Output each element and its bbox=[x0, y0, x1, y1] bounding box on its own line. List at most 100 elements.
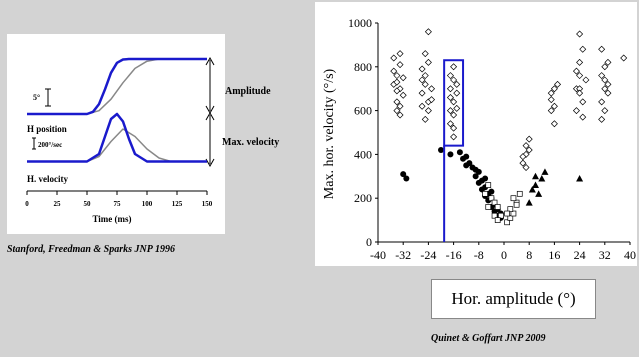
x-tick-label: 8 bbox=[526, 248, 532, 262]
point-filled-triangle bbox=[528, 185, 536, 193]
point-open-square bbox=[485, 182, 492, 188]
left-chart-panel: 5° H position 200°/sec H. velocity 0 25 50… bbox=[7, 34, 225, 234]
point-open-diamond bbox=[421, 80, 429, 88]
point-open-square bbox=[507, 206, 514, 212]
point-open-diamond bbox=[446, 85, 454, 93]
amplitude-label: Amplitude bbox=[225, 86, 271, 97]
velocity-trace-blue bbox=[27, 112, 207, 163]
trace-layer bbox=[27, 57, 207, 163]
y-tick-label: 1000 bbox=[348, 16, 372, 30]
degree-scale-bar bbox=[45, 88, 51, 107]
time-tick-label: 25 bbox=[54, 200, 62, 208]
position-velocity-chart: 5° H position 200°/sec H. velocity 0 25 50… bbox=[25, 56, 215, 224]
point-open-diamond bbox=[519, 153, 527, 161]
point-open-diamond bbox=[601, 85, 609, 93]
point-filled-circle bbox=[488, 188, 495, 195]
point-open-square bbox=[491, 199, 498, 206]
point-open-diamond bbox=[450, 111, 458, 119]
point-open-square bbox=[504, 219, 510, 226]
point-open-diamond bbox=[453, 89, 461, 97]
point-open-diamond bbox=[421, 115, 429, 123]
point-open-diamond bbox=[393, 72, 401, 80]
point-open-diamond bbox=[393, 87, 401, 95]
point-open-diamond bbox=[396, 50, 404, 58]
point-filled-triangle bbox=[532, 181, 539, 189]
point-open-square bbox=[491, 212, 498, 219]
point-filled-triangle bbox=[532, 172, 539, 180]
point-open-diamond bbox=[522, 142, 530, 150]
point-open-diamond bbox=[598, 45, 606, 53]
point-open-diamond bbox=[601, 63, 609, 71]
point-filled-circle bbox=[463, 153, 470, 160]
point-filled-circle bbox=[447, 151, 454, 158]
point-open-diamond bbox=[421, 50, 429, 58]
point-open-square bbox=[516, 190, 523, 197]
point-open-diamond bbox=[453, 104, 461, 112]
point-filled-circle bbox=[472, 173, 479, 180]
point-open-diamond bbox=[620, 54, 628, 62]
y-tick-label: 0 bbox=[366, 235, 372, 249]
point-open-square bbox=[504, 210, 510, 217]
max-velocity-label: Max. velocity bbox=[222, 137, 279, 148]
point-filled-triangle bbox=[535, 190, 543, 197]
time-tick-label: 75 bbox=[114, 200, 122, 208]
point-open-diamond bbox=[550, 85, 558, 93]
point-open-diamond bbox=[576, 30, 584, 38]
point-open-diamond bbox=[418, 89, 426, 97]
x-tick-label: -40 bbox=[370, 248, 386, 262]
point-filled-triangle bbox=[541, 168, 549, 175]
point-open-diamond bbox=[428, 96, 436, 104]
point-filled-triangle bbox=[538, 174, 546, 182]
point-open-square bbox=[510, 210, 517, 217]
y-tick-label: 800 bbox=[354, 60, 372, 74]
point-open-diamond bbox=[393, 98, 401, 106]
scatter-axes: 0 200 400 600 800 1000 -40 -32 -24 -16 -8 0 8 16 24 32 4… bbox=[348, 16, 636, 262]
point-filled-circle bbox=[438, 147, 444, 154]
point-open-diamond bbox=[522, 164, 530, 172]
point-open-diamond bbox=[396, 61, 404, 69]
left-citation: Stanford, Freedman & Sparks JNP 1996 bbox=[7, 244, 175, 255]
time-axis-ticks: 0 25 50 75 100 125 150 bbox=[25, 191, 213, 208]
point-open-diamond bbox=[424, 58, 432, 66]
position-trace-gray bbox=[27, 58, 207, 115]
point-filled-circle bbox=[472, 166, 479, 173]
velocity-scale-label: 200°/sec bbox=[38, 141, 62, 149]
point-open-diamond bbox=[598, 115, 606, 123]
point-open-diamond bbox=[519, 159, 527, 167]
point-open-diamond bbox=[572, 107, 580, 115]
point-open-diamond bbox=[525, 135, 533, 143]
time-tick-label: 50 bbox=[84, 200, 92, 208]
time-tick-label: 100 bbox=[142, 200, 153, 208]
scatter-y-axis-title: Max. hor. velocity (°/s) bbox=[322, 68, 337, 199]
time-tick-label: 0 bbox=[25, 200, 29, 208]
point-open-diamond bbox=[550, 102, 558, 110]
x-tick-label: 32 bbox=[599, 248, 611, 262]
point-open-diamond bbox=[554, 80, 562, 88]
time-tick-label: 125 bbox=[172, 200, 183, 208]
right-citation: Quinet & Goffart JNP 2009 bbox=[431, 333, 546, 344]
point-open-diamond bbox=[579, 45, 587, 53]
point-open-square bbox=[494, 204, 501, 210]
right-chart-panel: Max. hor. velocity (°/s) 0 200 400 600 800 10… bbox=[315, 2, 637, 266]
point-filled-triangle bbox=[525, 199, 533, 206]
point-open-diamond bbox=[424, 107, 432, 115]
time-tick-label: 150 bbox=[202, 200, 213, 208]
x-tick-label: 0 bbox=[501, 248, 507, 262]
point-open-diamond bbox=[582, 76, 590, 84]
point-open-diamond bbox=[579, 113, 587, 121]
point-open-diamond bbox=[601, 76, 609, 84]
point-open-diamond bbox=[453, 80, 461, 88]
point-open-diamond bbox=[421, 72, 429, 80]
point-open-square bbox=[507, 215, 514, 221]
point-filled-circle bbox=[456, 149, 463, 156]
point-open-diamond bbox=[393, 107, 401, 115]
highlight-box bbox=[443, 59, 465, 147]
point-open-diamond bbox=[418, 102, 426, 110]
point-open-diamond bbox=[450, 133, 458, 141]
point-open-diamond bbox=[418, 65, 426, 73]
point-open-diamond bbox=[547, 96, 555, 104]
point-filled-circle bbox=[400, 171, 407, 178]
x-tick-label: -8 bbox=[474, 248, 484, 262]
point-filled-circle bbox=[463, 162, 470, 169]
point-open-diamond bbox=[604, 58, 612, 66]
